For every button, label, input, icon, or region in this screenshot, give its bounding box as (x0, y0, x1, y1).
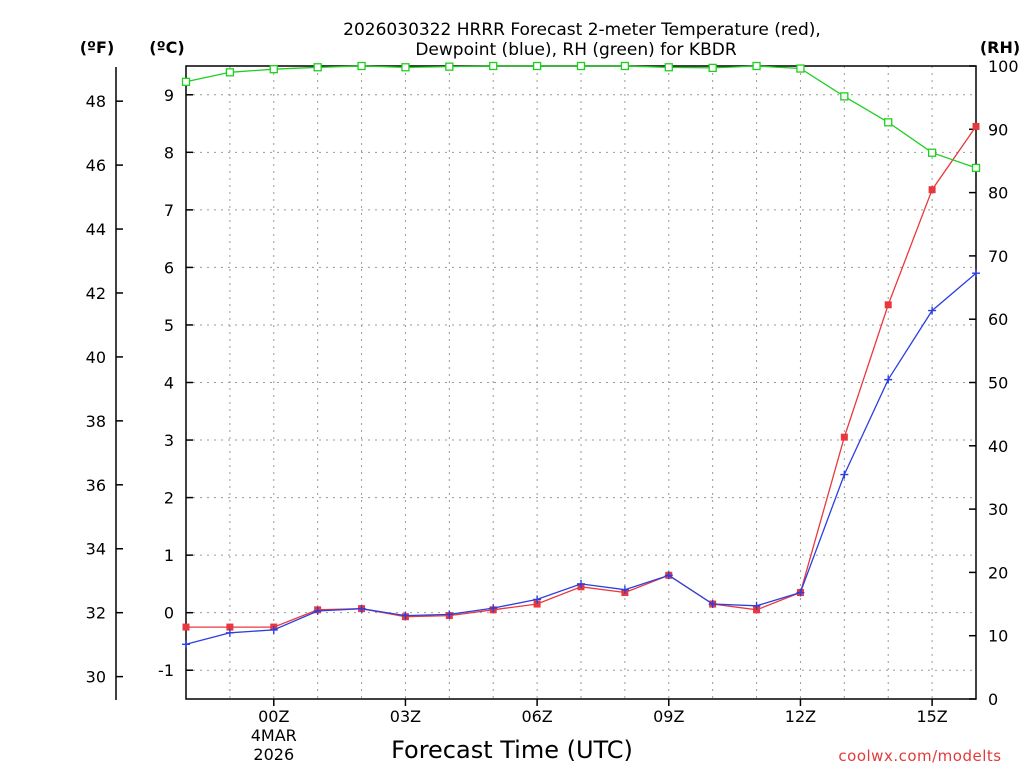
x-tick-year-label: 2026 (253, 745, 294, 764)
series-layer (181, 61, 981, 649)
rh-marker (357, 61, 366, 71)
x-axis-label: Forecast Time (UTC) (391, 736, 633, 764)
celsius-tick-label: 9 (164, 86, 174, 105)
temperature-marker (884, 301, 892, 309)
rh-tick-label: 100 (988, 57, 1019, 76)
rh-marker (313, 63, 322, 72)
dewpoint-marker (577, 579, 585, 588)
rh-marker (664, 63, 673, 72)
x-tick-label: 06Z (521, 707, 552, 726)
dewpoint-marker (313, 606, 322, 615)
rh-tick-label: 10 (988, 627, 1008, 646)
fahrenheit-tick-label: 44 (86, 220, 106, 239)
dewpoint-marker (928, 306, 937, 315)
rh-tick-label: 0 (988, 690, 998, 709)
dewpoint-marker (884, 375, 893, 384)
rh-marker (181, 77, 191, 86)
axes (115, 65, 977, 706)
celsius-tick-label: 6 (164, 258, 174, 277)
fahrenheit-tick-label: 38 (86, 412, 106, 431)
chart-title-line1: 2026030322 HRRR Forecast 2-meter Tempera… (343, 20, 821, 40)
credit-text: coolwx.com/modelts (838, 747, 1001, 765)
temperature-marker (533, 600, 541, 608)
celsius-tick-label: -1 (158, 661, 174, 680)
rh-tick-label: 30 (988, 500, 1008, 519)
rh-marker (445, 62, 454, 71)
rh-marker (532, 61, 542, 71)
temperature-marker (182, 623, 190, 631)
chart-title-line2: Dewpoint (blue), RH (green) for KBDR (415, 40, 736, 60)
temperature-series-line (186, 126, 977, 628)
dewpoint-marker (972, 269, 980, 278)
dewpoint-marker (840, 470, 849, 479)
celsius-tick-label: 5 (164, 316, 174, 335)
dewpoint-marker (225, 628, 234, 637)
fahrenheit-tick-label: 30 (86, 668, 106, 687)
rh-marker (489, 61, 498, 71)
rh-marker (225, 68, 235, 77)
grid-lines (186, 66, 976, 699)
rh-tick-label: 60 (988, 310, 1008, 329)
rh-marker (708, 63, 717, 73)
celsius-tick-label: 1 (164, 546, 174, 565)
dewpoint-marker (489, 604, 498, 613)
temperature-marker (928, 186, 936, 194)
celsius-unit-label: (ºC) (149, 38, 184, 57)
x-tick-label: 03Z (390, 707, 421, 726)
rh-tick-label: 80 (988, 184, 1008, 203)
temperature-marker (972, 122, 980, 130)
rh-marker (840, 92, 849, 101)
x-tick-date-label: 4MAR (251, 726, 297, 745)
celsius-tick-label: 3 (164, 431, 174, 450)
celsius-tick-label: 8 (164, 143, 174, 162)
rh-unit-label: (RH) (980, 38, 1020, 57)
temperature-marker (226, 623, 234, 631)
rh-tick-label: 50 (988, 374, 1008, 393)
rh-tick-label: 70 (988, 247, 1008, 266)
temperature-marker (753, 606, 761, 614)
x-tick-label: 00Z (258, 707, 289, 726)
dewpoint-marker (664, 571, 673, 580)
dewpoint-marker (620, 585, 629, 594)
fahrenheit-tick-label: 32 (86, 604, 106, 623)
x-tick-label: 15Z (916, 707, 947, 726)
celsius-tick-label: 2 (164, 489, 174, 508)
rh-marker (269, 65, 278, 74)
dewpoint-marker (401, 611, 410, 620)
fahrenheit-unit-label: (ºF) (80, 38, 115, 57)
dewpoint-marker (533, 595, 542, 604)
dewpoint-marker (182, 640, 190, 649)
dewpoint-marker (708, 600, 717, 609)
celsius-tick-label: 4 (164, 374, 174, 393)
celsius-tick-label: 0 (164, 604, 174, 623)
rh-marker (576, 61, 586, 71)
rh-tick-label: 40 (988, 437, 1008, 456)
fahrenheit-tick-label: 46 (86, 156, 106, 175)
x-tick-label: 12Z (785, 707, 816, 726)
x-tick-label: 09Z (653, 707, 684, 726)
fahrenheit-tick-label: 40 (86, 348, 106, 367)
rh-marker (401, 63, 410, 72)
rh-marker (796, 64, 805, 73)
dewpoint-marker (269, 625, 278, 634)
rh-tick-label: 20 (988, 563, 1008, 582)
dewpoint-marker (752, 601, 761, 610)
temperature-marker (840, 433, 848, 441)
rh-tick-label: 90 (988, 120, 1008, 139)
fahrenheit-tick-label: 42 (86, 284, 106, 303)
rh-marker (884, 118, 893, 127)
rh-marker (927, 148, 937, 157)
rh-marker (620, 61, 630, 71)
fahrenheit-tick-label: 48 (86, 92, 106, 111)
fahrenheit-tick-label: 34 (86, 540, 106, 559)
rh-marker (971, 163, 981, 173)
dewpoint-marker (357, 604, 366, 613)
celsius-tick-label: 7 (164, 201, 174, 220)
fahrenheit-tick-label: 36 (86, 476, 106, 495)
dewpoint-marker (445, 610, 454, 619)
dewpoint-marker (796, 588, 805, 597)
rh-marker (752, 61, 761, 71)
